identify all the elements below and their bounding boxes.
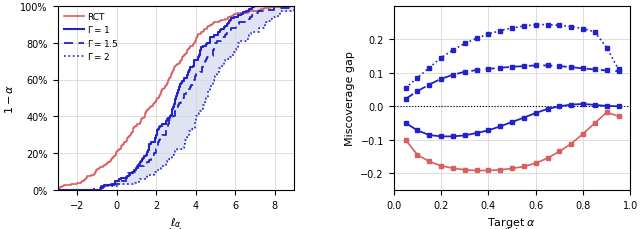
RCT [291,5,298,8]
$\Gamma = 2$ [291,5,298,8]
$\Gamma = 2$ [168,154,176,157]
Line: RCT: RCT [58,7,294,190]
$\Gamma = 1.5$ [225,29,232,32]
$\Gamma = 1.5$ [54,189,61,191]
RCT [140,116,148,119]
$\Gamma = 1$ [184,71,192,74]
$\Gamma = 1$ [175,88,182,91]
Line: $\Gamma = 2$: $\Gamma = 2$ [58,7,294,190]
$\Gamma = 1$ [291,5,298,8]
Line: $\Gamma = 1.5$: $\Gamma = 1.5$ [58,7,294,190]
$\Gamma = 1.5$ [202,59,210,61]
$\Gamma = 2$ [200,104,207,107]
$\Gamma = 1.5$ [291,5,298,8]
Legend: RCT, $\Gamma = 1$, $\Gamma = 1.5$, $\Gamma = 2$: RCT, $\Gamma = 1$, $\Gamma = 1.5$, $\Gam… [62,11,121,63]
RCT [113,150,121,153]
X-axis label: $\ell_\alpha$: $\ell_\alpha$ [170,215,182,229]
RCT [291,5,298,8]
Y-axis label: $1 - \alpha$: $1 - \alpha$ [3,84,15,113]
$\Gamma = 1$ [54,189,61,191]
$\Gamma = 2$ [291,5,298,8]
Text: (a): (a) [167,227,185,229]
$\Gamma = 1.5$ [291,5,298,8]
X-axis label: Target $\alpha$: Target $\alpha$ [488,215,536,229]
$\Gamma = 1.5$ [152,148,160,151]
RCT [141,112,149,115]
$\Gamma = 2$ [221,59,228,61]
$\Gamma = 2$ [255,29,262,32]
Line: $\Gamma = 1$: $\Gamma = 1$ [58,7,294,190]
$\Gamma = 1.5$ [149,154,157,157]
RCT [245,11,253,14]
$\Gamma = 2$ [173,148,181,151]
RCT [92,172,99,174]
RCT [54,189,61,191]
$\Gamma = 2$ [54,189,61,191]
$\Gamma = 1$ [242,10,250,13]
Y-axis label: Miscoverage gap: Miscoverage gap [345,51,355,146]
$\Gamma = 2$ [234,44,242,47]
RCT [113,151,120,154]
$\Gamma = 1$ [154,129,161,132]
$\Gamma = 1$ [227,18,235,20]
$\Gamma = 1$ [145,146,152,149]
$\Gamma = 1.5$ [211,44,218,47]
Text: (b): (b) [503,227,521,229]
$\Gamma = 1.5$ [174,104,182,107]
$\Gamma = 1$ [250,5,257,8]
